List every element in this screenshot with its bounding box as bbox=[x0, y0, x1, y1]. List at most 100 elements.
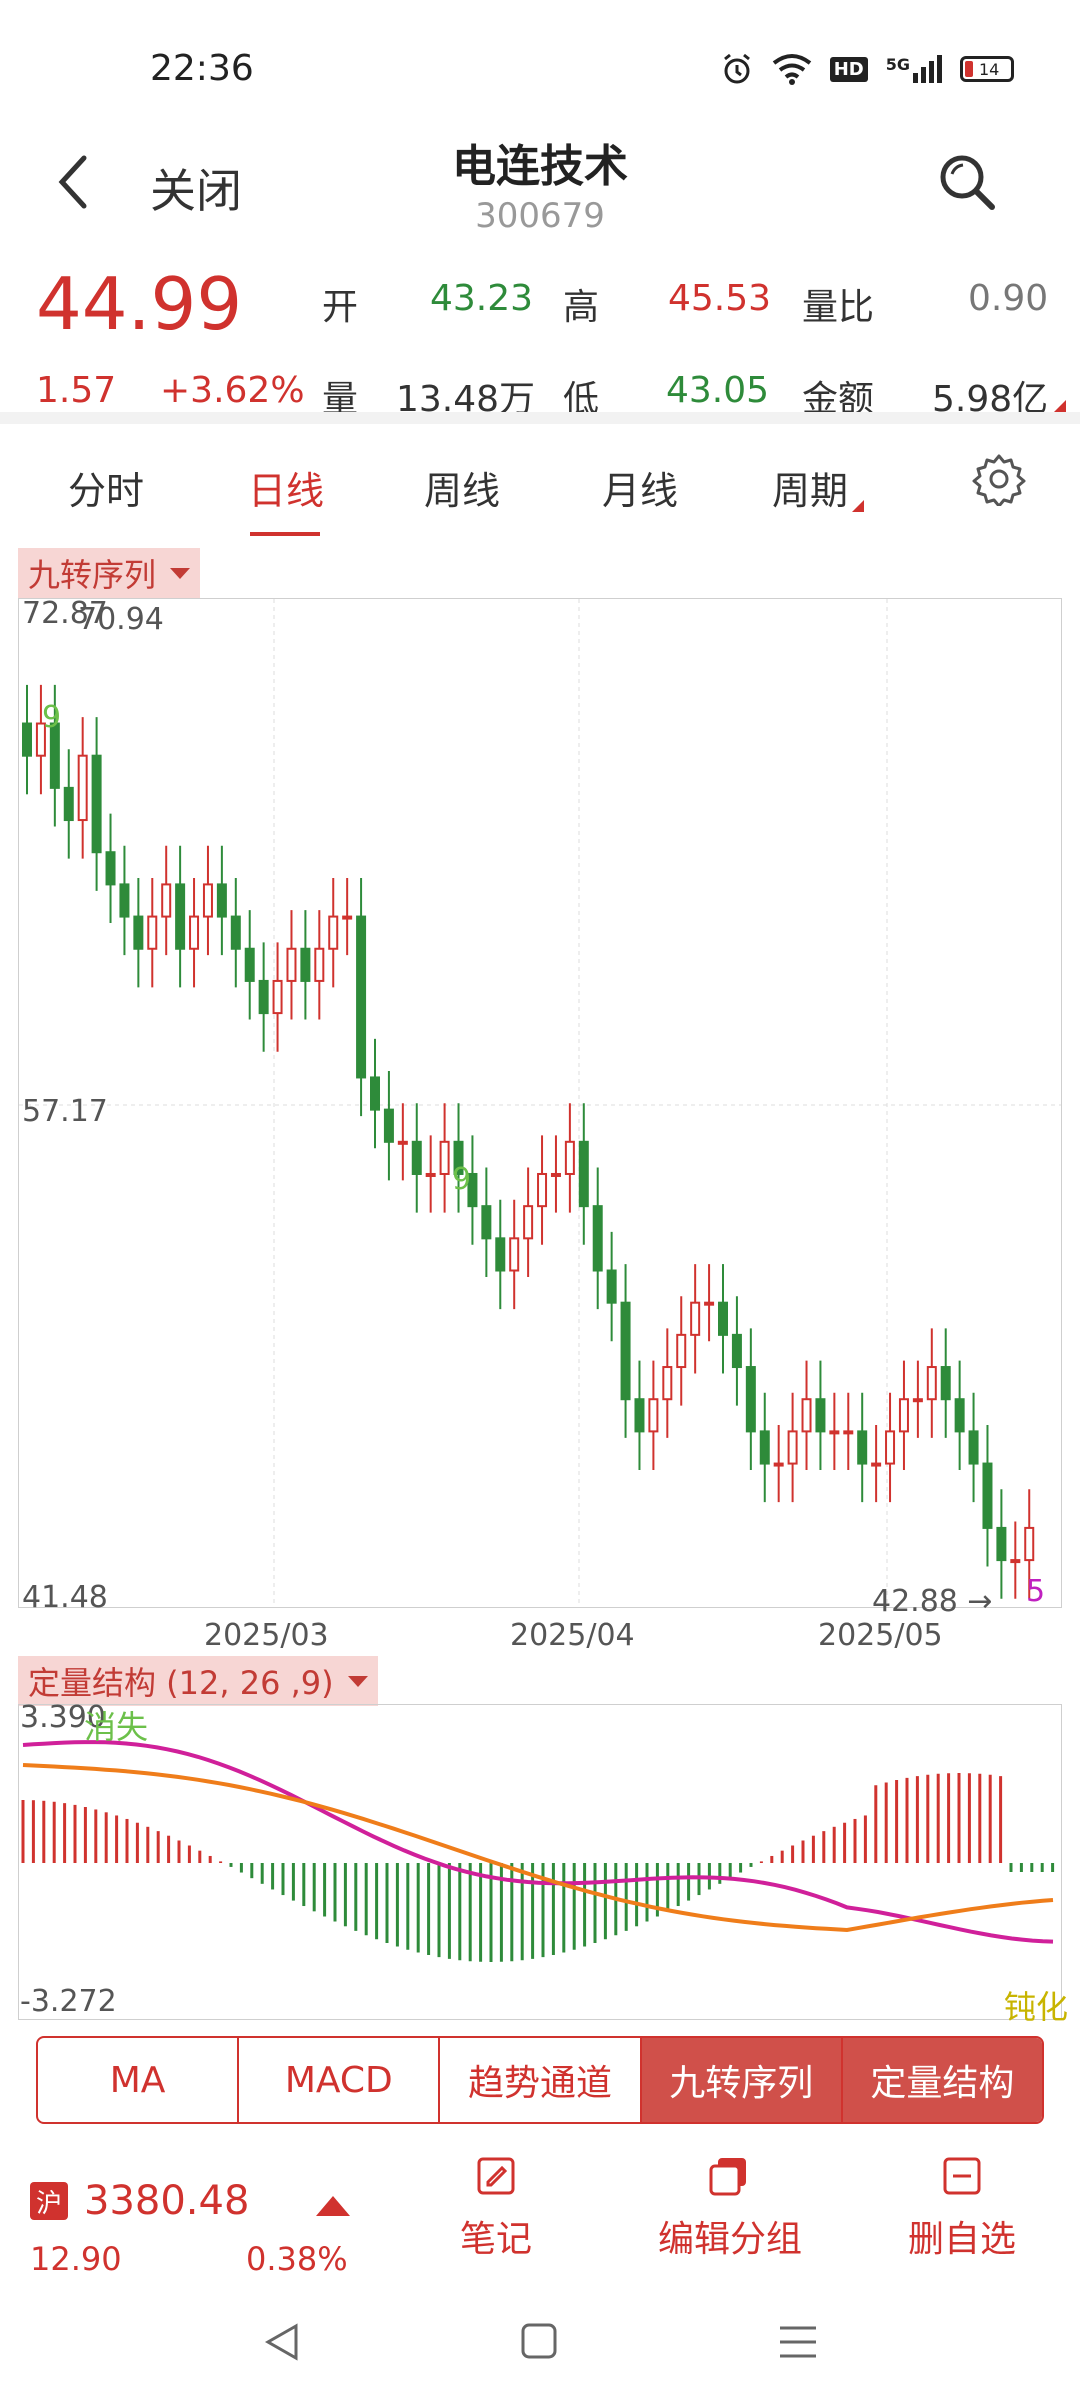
open-label: 开 bbox=[322, 287, 359, 328]
candle-body bbox=[383, 1108, 394, 1143]
nav-back-icon[interactable] bbox=[262, 2322, 300, 2362]
candlestick-chart[interactable] bbox=[18, 598, 1062, 1608]
axis-top-price: 72.87 bbox=[22, 596, 108, 631]
candle-body bbox=[662, 1366, 673, 1401]
candle-body bbox=[885, 1430, 896, 1465]
date-label-mar: 2025/03 bbox=[204, 1618, 329, 1653]
close-button[interactable]: 关闭 bbox=[150, 164, 242, 218]
ratio-label: 量比 bbox=[802, 287, 875, 328]
sub-indicator-label: 定量结构 (12, 26 ,9) bbox=[28, 1664, 334, 1702]
ratio-value: 0.90 bbox=[968, 278, 1049, 319]
indicator-quant-structure-button[interactable]: 定量结构 bbox=[842, 2038, 1042, 2122]
candle-body bbox=[495, 1237, 506, 1272]
indicator-nine-turn-button[interactable]: 九转序列 bbox=[641, 2038, 843, 2122]
stock-name: 电连技术 bbox=[452, 141, 628, 192]
index-pct: 0.38% bbox=[246, 2240, 348, 2278]
tab-monthly[interactable]: 月线 bbox=[602, 469, 679, 513]
tab-daily[interactable]: 日线 bbox=[248, 469, 325, 513]
wifi-icon bbox=[772, 54, 811, 85]
remove-watchlist-button[interactable]: 删自选 bbox=[907, 2219, 1016, 2260]
candle-body bbox=[648, 1398, 659, 1433]
chevron-down-icon bbox=[347, 1675, 368, 1687]
battery-icon: 14 bbox=[960, 56, 1014, 82]
candle-body bbox=[411, 1140, 422, 1175]
indicator-macd-button[interactable]: MACD bbox=[239, 2038, 441, 2122]
candle-body bbox=[634, 1398, 645, 1433]
date-label-apr: 2025/04 bbox=[510, 1618, 635, 1653]
open-value: 43.23 bbox=[430, 278, 534, 319]
gear-icon[interactable] bbox=[972, 452, 1026, 506]
candle-body bbox=[843, 1430, 854, 1435]
candle-body bbox=[481, 1205, 492, 1240]
candle-body bbox=[523, 1205, 534, 1240]
edit-group-button[interactable]: 编辑分组 bbox=[657, 2219, 802, 2260]
sequence-count-b: 9 bbox=[452, 1162, 472, 1197]
candle-body bbox=[564, 1140, 575, 1175]
candle-body bbox=[161, 883, 172, 918]
macd-chart[interactable] bbox=[18, 1704, 1062, 2020]
candle-body bbox=[718, 1301, 728, 1336]
status-time: 22:36 bbox=[150, 48, 254, 89]
candle-body bbox=[189, 915, 200, 950]
tab-underline bbox=[250, 532, 320, 536]
candle-body bbox=[606, 1269, 617, 1304]
index-value[interactable]: 3380.48 bbox=[84, 2178, 250, 2224]
system-nav-bar bbox=[0, 2290, 1080, 2400]
search-icon[interactable] bbox=[935, 150, 999, 214]
candle-body bbox=[230, 915, 241, 950]
high-label: 高 bbox=[563, 287, 600, 328]
expand-corner-icon[interactable] bbox=[1052, 400, 1066, 414]
index-up-arrow-icon bbox=[316, 2196, 350, 2216]
candle-body bbox=[1024, 1526, 1035, 1562]
note-icon[interactable] bbox=[476, 2156, 516, 2196]
candle-body bbox=[147, 915, 158, 950]
candle-body bbox=[871, 1462, 882, 1467]
note-button[interactable]: 笔记 bbox=[459, 2219, 532, 2260]
candle-body bbox=[286, 947, 297, 982]
bottom-toolbar bbox=[0, 2140, 1080, 2280]
indicator-trend-channel-button[interactable]: 趋势通道 bbox=[440, 2038, 642, 2122]
candle-body bbox=[968, 1430, 979, 1465]
candle-body bbox=[342, 915, 353, 920]
tab-intraday[interactable]: 分时 bbox=[68, 469, 145, 513]
status-bar: 22:36 HD 5G 14 bbox=[0, 0, 1080, 110]
back-arrow-icon[interactable] bbox=[54, 152, 90, 212]
low-marker: 42.88 → bbox=[872, 1584, 993, 1619]
candle-body bbox=[105, 851, 116, 886]
candle-body bbox=[982, 1462, 993, 1529]
candle-body bbox=[397, 1140, 408, 1145]
last-price: 44.99 bbox=[36, 262, 243, 346]
remove-watchlist-icon[interactable] bbox=[942, 2156, 982, 2196]
candle-body bbox=[509, 1237, 520, 1272]
candle-body bbox=[676, 1333, 687, 1369]
candle-body bbox=[356, 915, 367, 1079]
candle-body bbox=[690, 1301, 701, 1336]
nav-home-icon[interactable] bbox=[520, 2322, 558, 2360]
candle-body bbox=[314, 947, 325, 982]
tab-weekly[interactable]: 周线 bbox=[424, 469, 501, 513]
hd-icon: HD bbox=[829, 56, 868, 82]
candle-body bbox=[857, 1430, 868, 1465]
indicator-button-bar: MA MACD 趋势通道 九转序列 定量结构 bbox=[36, 2036, 1044, 2124]
main-indicator-label: 九转序列 bbox=[28, 556, 157, 594]
tab-period[interactable]: 周期 bbox=[772, 469, 849, 513]
candle-body bbox=[35, 722, 46, 757]
index-change: 12.90 bbox=[30, 2240, 122, 2278]
sub-indicator-selector[interactable]: 定量结构 (12, 26 ,9) bbox=[18, 1656, 378, 1706]
main-indicator-selector[interactable]: 九转序列 bbox=[18, 548, 201, 598]
edit-group-icon[interactable] bbox=[708, 2156, 750, 2198]
indicator-ma-button[interactable]: MA bbox=[38, 2038, 240, 2122]
candle-body bbox=[91, 754, 102, 854]
candle-body bbox=[954, 1398, 965, 1433]
candle-body bbox=[1010, 1559, 1021, 1564]
signal-icon: 5G bbox=[886, 55, 942, 83]
candle-body bbox=[912, 1398, 923, 1403]
low-value: 43.05 bbox=[666, 370, 770, 411]
candle-body bbox=[467, 1172, 478, 1208]
candle-body bbox=[898, 1398, 909, 1433]
nav-menu-icon[interactable] bbox=[778, 2324, 818, 2360]
candle-body bbox=[425, 1172, 436, 1177]
sequence-count-c: 5 bbox=[1026, 1574, 1046, 1609]
candle-body bbox=[244, 947, 255, 982]
candle-body bbox=[258, 979, 269, 1015]
